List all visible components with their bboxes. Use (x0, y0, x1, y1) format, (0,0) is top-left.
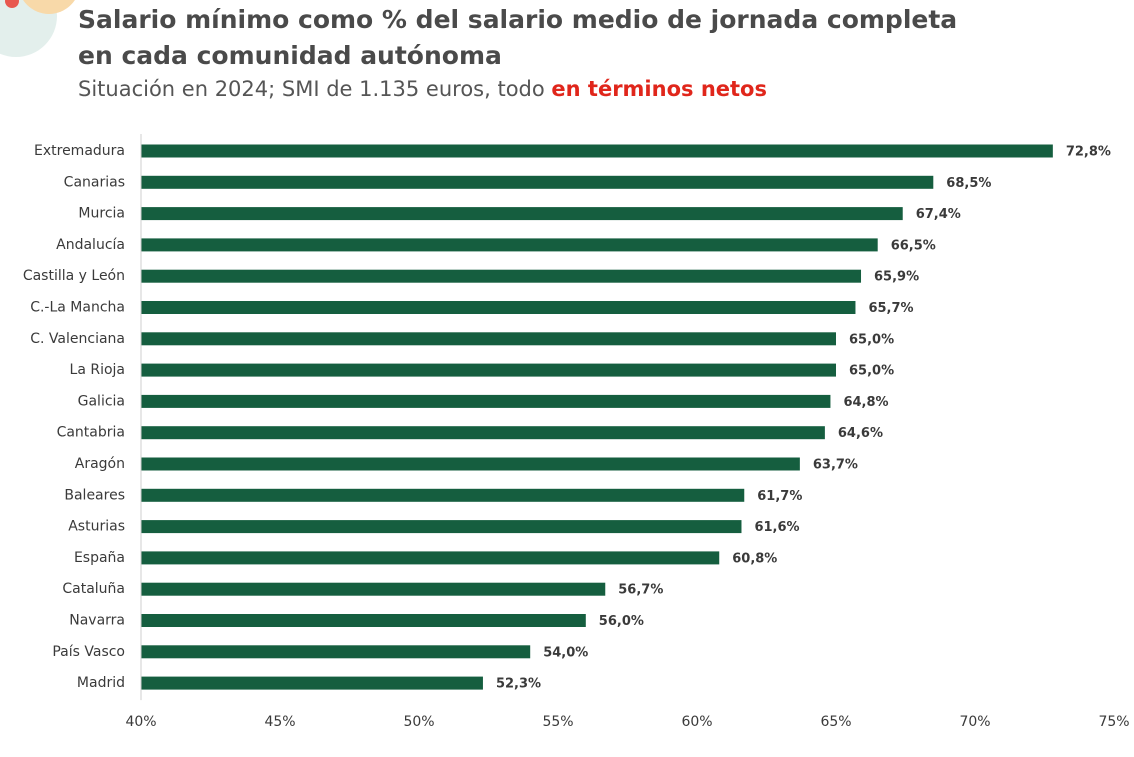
bar-1 (141, 175, 934, 189)
subtitle-highlight: en términos netos (551, 77, 767, 101)
category-label: Murcia (78, 206, 125, 222)
value-label: 56,0% (599, 614, 644, 629)
category-labels-group: Extremadura Canarias Murcia Andalucía Castil… (23, 143, 125, 691)
chart-title-line-1: Salario mínimo como % del salario medio … (78, 5, 958, 34)
value-label: 61,7% (757, 489, 802, 504)
value-label: 67,4% (916, 207, 961, 222)
x-tick-label: 70% (959, 714, 990, 730)
bar-12 (141, 520, 742, 534)
x-tick-label: 50% (403, 714, 434, 730)
bar-16 (141, 645, 531, 659)
value-label: 66,5% (891, 238, 936, 253)
bar-8 (141, 394, 831, 408)
value-label: 54,0% (543, 645, 588, 660)
category-label: Aragón (75, 456, 125, 472)
value-label: 63,7% (813, 458, 858, 473)
decorative-circle-red (5, 0, 19, 8)
category-label: C.-La Mancha (30, 300, 125, 316)
x-tick-label: 55% (542, 714, 573, 730)
x-tick-label: 75% (1098, 714, 1129, 730)
bar-3 (141, 238, 878, 252)
bar-4 (141, 269, 862, 283)
category-label: Madrid (77, 675, 125, 691)
category-label: La Rioja (70, 362, 125, 378)
value-label: 72,8% (1066, 145, 1111, 160)
category-label: Navarra (69, 613, 125, 629)
bar-5 (141, 301, 856, 314)
bar-17 (141, 676, 483, 690)
subtitle-text: Situación en 2024; SMI de 1.135 euros, t… (78, 77, 552, 101)
bar-2 (141, 207, 903, 221)
category-label: País Vasco (52, 644, 125, 660)
bar-7 (141, 363, 836, 377)
chart-subtitle: Situación en 2024; SMI de 1.135 euros, t… (78, 74, 767, 104)
bar-0 (141, 144, 1053, 158)
value-label: 52,3% (496, 677, 541, 692)
x-tick-label: 60% (681, 714, 712, 730)
bar-14 (141, 582, 606, 596)
value-labels-group: 72,8% 68,5% 67,4% 66,5% 65,9% 65,7% 65,0% 65,0%… (496, 145, 1111, 692)
category-label: Asturias (68, 519, 125, 535)
category-label: C. Valenciana (30, 331, 125, 347)
value-label: 60,8% (732, 551, 777, 566)
category-label: Andalucía (56, 237, 125, 253)
value-label: 68,5% (946, 176, 991, 191)
value-label: 65,0% (849, 332, 894, 347)
x-tick-label: 65% (820, 714, 851, 730)
category-label: Cantabria (57, 425, 125, 441)
value-label: 65,7% (868, 301, 913, 316)
bar-6 (141, 332, 836, 346)
category-label: Galicia (78, 393, 125, 409)
bar-13 (141, 551, 720, 565)
x-tick-label: 40% (125, 714, 156, 730)
chart-title-line-2: en cada comunidad autónoma (78, 41, 502, 70)
value-label: 64,6% (838, 426, 883, 441)
category-label: Cataluña (62, 581, 125, 597)
x-axis-ticks-group: 40% 45% 50% 55% 60% 65% 70% 75% (125, 714, 1129, 730)
category-label: Canarias (64, 174, 125, 190)
value-label: 56,7% (618, 583, 663, 598)
chart-title: Salario mínimo como % del salario medio … (78, 2, 957, 74)
x-tick-label: 45% (264, 714, 295, 730)
bar-9 (141, 426, 825, 440)
value-label: 65,0% (849, 364, 894, 379)
value-label: 65,9% (874, 270, 919, 285)
category-label: España (74, 550, 125, 566)
value-label: 64,8% (843, 395, 888, 410)
value-label: 61,6% (754, 520, 799, 535)
bar-15 (141, 614, 586, 627)
category-label: Baleares (64, 487, 125, 503)
bars-group (141, 144, 1053, 690)
bar-11 (141, 488, 745, 502)
bar-10 (141, 457, 800, 471)
category-label: Castilla y León (23, 268, 125, 284)
category-label: Extremadura (34, 143, 125, 159)
